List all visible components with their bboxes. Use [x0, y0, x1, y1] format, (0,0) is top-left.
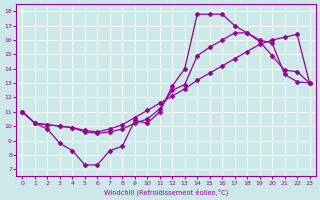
X-axis label: Windchill (Refroidissement éolien,°C): Windchill (Refroidissement éolien,°C): [104, 188, 228, 196]
